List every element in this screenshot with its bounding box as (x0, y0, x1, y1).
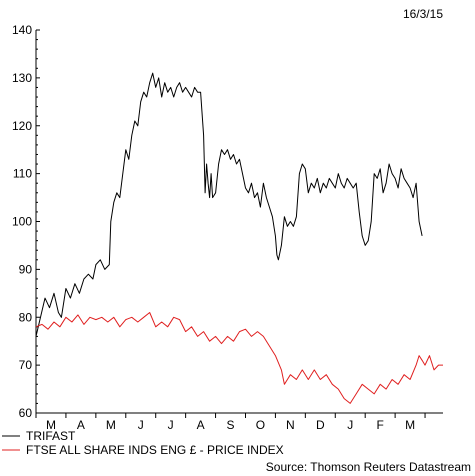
x-tick-label: J (138, 418, 144, 432)
y-tick-label: 140 (12, 23, 32, 37)
x-tick-label: M (46, 418, 56, 432)
x-tick-label: M (106, 418, 116, 432)
x-tick-label: A (77, 418, 85, 432)
legend-label: TRIFAST (26, 429, 76, 443)
x-tick-label: J (168, 418, 174, 432)
y-tick-label: 60 (19, 406, 33, 420)
x-tick-label: A (197, 418, 205, 432)
series-line-ftse-inds-eng (35, 312, 443, 404)
legend-label: FTSE ALL SHARE INDS ENG £ - PRICE INDEX (26, 443, 284, 457)
series-line-trifast (35, 72, 423, 337)
y-axis: 60 70 80 90 100 110 120 130 140 (12, 23, 40, 420)
x-tick-label: M (405, 418, 415, 432)
y-tick-label: 130 (12, 71, 32, 85)
x-tick-label: S (227, 418, 235, 432)
date-stamp: 16/3/15 (403, 7, 443, 21)
x-tick-label: N (286, 418, 295, 432)
y-tick-label: 70 (19, 358, 33, 372)
y-tick-label: 110 (13, 167, 32, 181)
series-layer (35, 72, 443, 404)
x-tick-label: O (256, 418, 265, 432)
y-tick-label: 100 (12, 215, 32, 229)
x-tick-label: J (347, 418, 353, 432)
y-tick-label: 120 (12, 119, 32, 133)
x-tick-label: D (316, 418, 325, 432)
source-note: Source: Thomson Reuters Datastream (266, 460, 471, 474)
y-tick-label: 80 (19, 310, 33, 324)
x-tick-label: F (376, 418, 383, 432)
y-tick-label: 90 (19, 262, 33, 276)
